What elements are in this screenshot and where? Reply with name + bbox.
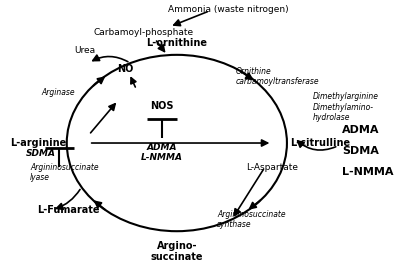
Text: NOS: NOS — [150, 101, 174, 111]
Text: Ornithine
carbamoyltransferase: Ornithine carbamoyltransferase — [236, 66, 319, 86]
Text: SDMA: SDMA — [26, 149, 56, 158]
Text: L-Fumarate: L-Fumarate — [37, 205, 100, 215]
Text: Arginase: Arginase — [41, 88, 75, 97]
Text: Argininosuccinate
lyase: Argininosuccinate lyase — [30, 163, 99, 182]
Text: L-NMMA: L-NMMA — [342, 167, 394, 177]
Text: Dimethylarginine
Dimethylamino-
hydrolase: Dimethylarginine Dimethylamino- hydrolas… — [313, 92, 379, 122]
Text: L-arginine: L-arginine — [10, 138, 67, 148]
Text: Ammonia (waste nitrogen): Ammonia (waste nitrogen) — [168, 5, 288, 14]
Text: L-citrulline: L-citrulline — [291, 138, 351, 148]
Text: Urea: Urea — [74, 46, 96, 55]
Text: NO: NO — [117, 63, 134, 73]
Text: L-Aspartate: L-Aspartate — [246, 163, 298, 171]
Text: L-ornithine: L-ornithine — [146, 38, 207, 48]
Text: Carbamoyl-phosphate: Carbamoyl-phosphate — [94, 28, 194, 37]
Text: ADMA
L-NMMA: ADMA L-NMMA — [141, 143, 183, 163]
Text: SDMA: SDMA — [342, 146, 379, 156]
Text: Argininosuccinate
synthase: Argininosuccinate synthase — [217, 210, 286, 229]
Text: ADMA: ADMA — [342, 125, 380, 135]
Text: Argino-
succinate: Argino- succinate — [150, 241, 203, 262]
